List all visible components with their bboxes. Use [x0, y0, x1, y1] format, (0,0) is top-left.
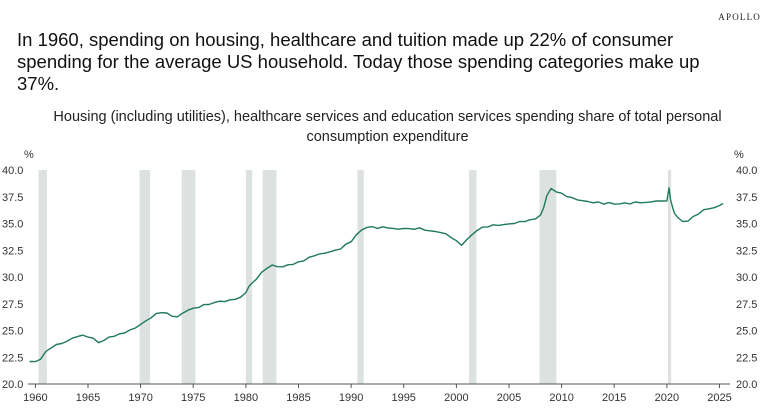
recession-band-9 [667, 170, 672, 384]
recession-band-5 [262, 170, 277, 384]
y-tick-label-right-35.0: 35.0 [736, 219, 757, 231]
y-tick-label-right-32.5: 32.5 [736, 245, 757, 257]
y-tick-label-right-20.0: 20.0 [736, 379, 757, 391]
y-tick-label-right-37.5: 37.5 [736, 192, 757, 204]
y-tick-label-left-30.0: 30.0 [2, 272, 23, 284]
y-unit-right: % [734, 149, 744, 161]
axes [28, 383, 730, 388]
recession-band-8 [539, 170, 557, 384]
recession-band-7 [469, 170, 477, 384]
y-tick-label-left-25.0: 25.0 [2, 326, 23, 338]
y-tick-label-right-27.5: 27.5 [736, 299, 757, 311]
x-tick-label-2010: 2010 [549, 392, 573, 404]
y-unit-left: % [24, 149, 34, 161]
y-tick-label-left-22.5: 22.5 [2, 352, 23, 364]
x-tick-label-1985: 1985 [286, 392, 310, 404]
recession-band-3 [181, 170, 196, 384]
x-tick-label-1970: 1970 [128, 392, 152, 404]
y-tick-label-right-40.0: 40.0 [736, 165, 757, 177]
y-tick-label-right-25.0: 25.0 [736, 326, 757, 338]
x-tick-label-2015: 2015 [602, 392, 626, 404]
x-tick-label-2005: 2005 [497, 392, 521, 404]
recession-bands [38, 170, 672, 384]
y-tick-label-left-20.0: 20.0 [2, 379, 23, 391]
chart-title-line-2: consumption expenditure [306, 129, 469, 145]
y-tick-label-left-27.5: 27.5 [2, 299, 23, 311]
x-tick-label-2025: 2025 [707, 392, 731, 404]
x-tick-label-2000: 2000 [444, 392, 468, 404]
x-tick-label-1965: 1965 [76, 392, 100, 404]
y-tick-label-left-35.0: 35.0 [2, 219, 23, 231]
recession-band-2 [139, 170, 151, 384]
recession-band-4 [245, 170, 253, 384]
y-tick-label-left-40.0: 40.0 [2, 165, 23, 177]
y-tick-label-left-32.5: 32.5 [2, 245, 23, 257]
chart-title: Housing (including utilities), healthcar… [0, 107, 775, 147]
y-tick-label-left-37.5: 37.5 [2, 192, 23, 204]
recession-band-1 [38, 170, 47, 384]
x-tick-label-1995: 1995 [391, 392, 415, 404]
x-tick-label-2020: 2020 [655, 392, 679, 404]
y-tick-label-right-30.0: 30.0 [736, 272, 757, 284]
x-tick-label-1975: 1975 [181, 392, 205, 404]
y-tick-label-right-22.5: 22.5 [736, 352, 757, 364]
x-tick-label-1980: 1980 [234, 392, 258, 404]
tick-labels: 1960 1965 1970 1975 1980 1985 1990 1995 2000 2005… [2, 149, 757, 404]
recession-band-6 [357, 170, 364, 384]
x-tick-label-1960: 1960 [23, 392, 47, 404]
brand-logo: APOLLO [718, 12, 761, 22]
series-layer [29, 187, 724, 363]
headline: In 1960, spending on housing, healthcare… [17, 29, 700, 94]
x-tick-label-1990: 1990 [339, 392, 363, 404]
chart-title-line-1: Housing (including utilities), healthcar… [53, 109, 722, 125]
series-line-1 [29, 187, 724, 363]
